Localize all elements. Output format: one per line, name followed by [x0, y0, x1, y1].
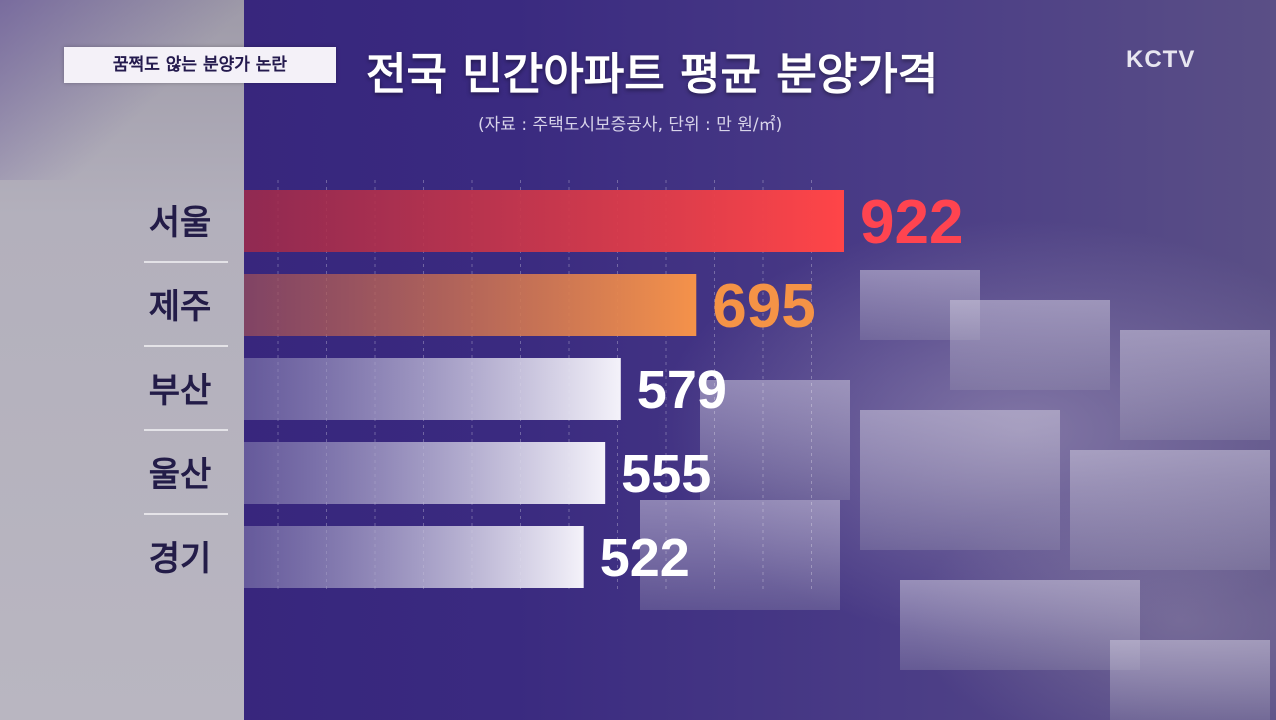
bar-0	[244, 190, 844, 252]
topic-label: 꿈쩍도 않는 분양가 논란	[64, 47, 336, 83]
value-label: 922	[860, 188, 963, 257]
chart-title: 전국 민간아파트 평균 분양가격	[366, 49, 939, 100]
chart-subtitle: (자료 : 주택도시보증공사, 단위 : 만 원/㎡)	[478, 115, 783, 135]
value-label: 695	[712, 272, 815, 341]
bar-3	[244, 442, 606, 504]
broadcaster-logo: KCTV	[1126, 46, 1196, 73]
value-label: 522	[600, 528, 690, 588]
value-label: 579	[637, 360, 727, 420]
bars	[244, 190, 844, 588]
category-separators	[144, 261, 228, 515]
category-label: 제주	[149, 287, 212, 327]
category-label: 울산	[149, 455, 212, 495]
value-labels: 922 695 579 555 522	[600, 188, 964, 588]
panel-decoration	[0, 0, 244, 180]
category-label: 서울	[149, 203, 212, 243]
category-label: 부산	[149, 371, 212, 411]
value-label: 555	[621, 444, 711, 504]
category-label: 경기	[149, 539, 212, 579]
bar-1	[244, 274, 697, 336]
bar-2	[244, 358, 621, 420]
bar-4	[244, 526, 584, 588]
